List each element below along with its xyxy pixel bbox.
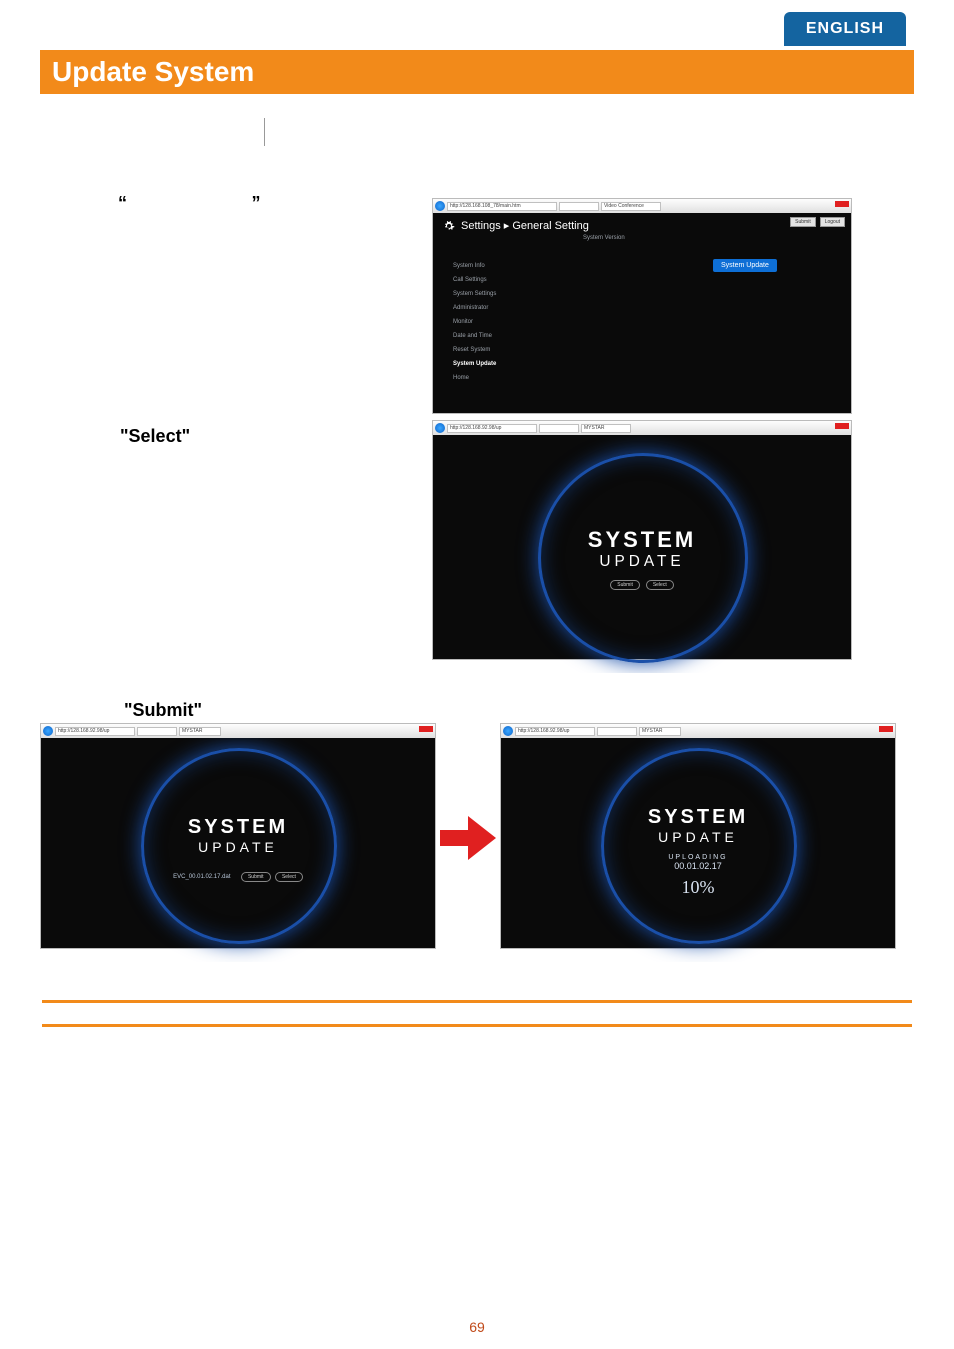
arrow-icon [440, 816, 496, 860]
back-icon[interactable] [503, 726, 513, 736]
menu-item-home[interactable]: Home [453, 371, 496, 385]
close-icon[interactable] [835, 201, 849, 207]
page-title: Update System [52, 56, 254, 87]
rule-1 [42, 1000, 912, 1003]
menu-item-administrator[interactable]: Administrator [453, 301, 496, 315]
upload-status: UPLOADING [501, 854, 895, 861]
system-update-button[interactable]: System Update [713, 259, 777, 272]
close-icon[interactable] [835, 423, 849, 429]
browser-toolbar: http://128.168.92.98/up MYSTAR [501, 724, 895, 738]
screenshot-settings: http://128.168.108_78/main.htm Video Con… [432, 198, 852, 414]
browser-toolbar: http://128.168.92.98/up MYSTAR [41, 724, 435, 738]
submit-pill[interactable]: Submit [610, 580, 640, 590]
step1-close-quote: ” [251, 193, 260, 213]
browser-toolbar: http://128.168.92.98/up MYSTAR [433, 421, 851, 435]
system-version-label: System Version [583, 235, 625, 241]
back-icon[interactable] [43, 726, 53, 736]
browser-toolbar: http://128.168.108_78/main.htm Video Con… [433, 199, 851, 213]
title-line2: UPDATE [433, 553, 851, 571]
step1-open-quote: “ [118, 193, 127, 213]
rule-2 [42, 1024, 912, 1027]
update-title: SYSTEM UPDATE [433, 527, 851, 571]
title-line2: UPDATE [41, 839, 435, 855]
close-icon[interactable] [419, 726, 433, 732]
menu-item-date-time[interactable]: Date and Time [453, 329, 496, 343]
select-pill[interactable]: Select [275, 872, 303, 882]
settings-breadcrumb: Settings ▸ General Setting [433, 213, 851, 238]
title-line1: SYSTEM [41, 816, 435, 839]
language-badge: ENGLISH [784, 12, 906, 46]
menu-item-monitor[interactable]: Monitor [453, 315, 496, 329]
search-box[interactable] [137, 727, 177, 736]
tab[interactable]: MYSTAR [179, 727, 221, 736]
tab[interactable]: MYSTAR [581, 424, 631, 433]
title-line1: SYSTEM [433, 527, 851, 553]
tab[interactable]: MYSTAR [639, 727, 681, 736]
title-line2: UPDATE [501, 829, 895, 845]
file-label: EVC_00.01.02.17.dat [173, 874, 230, 880]
submit-button[interactable]: Submit [790, 217, 816, 227]
menu-item-reset-system[interactable]: Reset System [453, 343, 496, 357]
cursor-mark [264, 118, 265, 146]
title-line1: SYSTEM [501, 806, 895, 829]
login-controls: Submit Logout [790, 217, 845, 227]
upload-percent: 10% [501, 877, 895, 898]
menu-item-system-settings[interactable]: System Settings [453, 287, 496, 301]
address-bar[interactable]: http://128.168.92.98/up [55, 727, 135, 736]
screenshot-submit-left: http://128.168.92.98/up MYSTAR SYSTEM UP… [40, 723, 436, 949]
step3-label: "Submit" [124, 700, 202, 721]
step2-label: "Select" [120, 426, 190, 447]
logout-button[interactable]: Logout [820, 217, 845, 227]
search-box[interactable] [559, 202, 599, 211]
page-title-bar: Update System [40, 50, 914, 94]
back-icon[interactable] [435, 201, 445, 211]
back-icon[interactable] [435, 423, 445, 433]
menu-item-call-settings[interactable]: Call Settings [453, 273, 496, 287]
gear-icon [443, 220, 455, 232]
settings-side-menu: System Info Call Settings System Setting… [453, 259, 496, 385]
search-box[interactable] [539, 424, 579, 433]
update-title: SYSTEM UPDATE [41, 816, 435, 855]
address-bar[interactable]: http://128.168.92.98/up [447, 424, 537, 433]
address-bar[interactable]: http://128.168.92.98/up [515, 727, 595, 736]
select-pill[interactable]: Select [646, 580, 674, 590]
menu-item-system-info[interactable]: System Info [453, 259, 496, 273]
upload-version: 00.01.02.17 [501, 861, 895, 871]
address-bar[interactable]: http://128.168.108_78/main.htm [447, 202, 557, 211]
page-number: 69 [0, 1319, 954, 1335]
update-title: SYSTEM UPDATE [501, 806, 895, 845]
breadcrumb-text: Settings ▸ General Setting [461, 219, 589, 232]
tab[interactable]: Video Conference [601, 202, 661, 211]
step1-quotes: “ ” [118, 193, 260, 214]
screenshot-submit-right: http://128.168.92.98/up MYSTAR SYSTEM UP… [500, 723, 896, 949]
close-icon[interactable] [879, 726, 893, 732]
menu-item-system-update[interactable]: System Update [453, 357, 496, 371]
glow-circle [601, 748, 797, 944]
search-box[interactable] [597, 727, 637, 736]
submit-pill[interactable]: Submit [241, 872, 271, 882]
screenshot-select: http://128.168.92.98/up MYSTAR SYSTEM UP… [432, 420, 852, 660]
